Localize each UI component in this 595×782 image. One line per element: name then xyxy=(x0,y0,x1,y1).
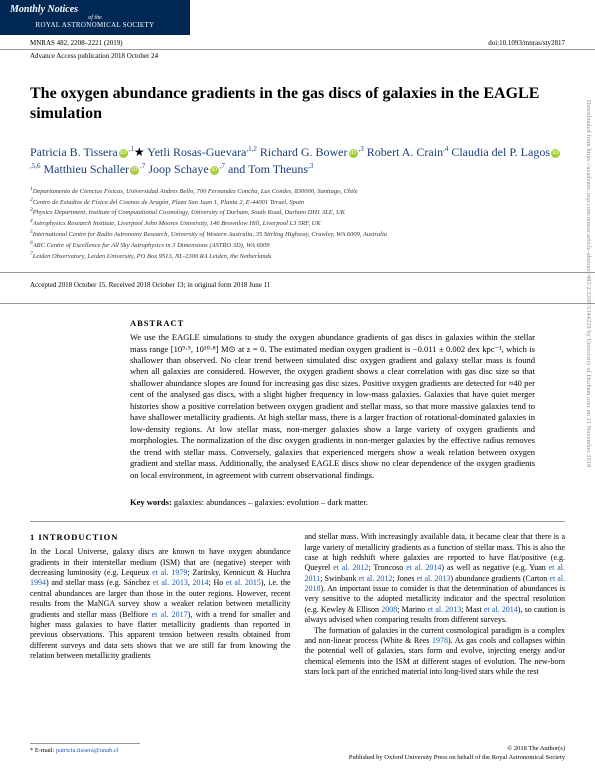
footer-copyright: © 2018 The Author(s) Published by Oxford… xyxy=(349,745,565,762)
publisher-line: Published by Oxford University Press on … xyxy=(349,754,565,762)
orcid-icon: iD xyxy=(130,166,139,175)
affiliation: 4Astrophysics Research Institute, Liverp… xyxy=(30,218,565,229)
affiliation: 5International Centre for Radio Astronom… xyxy=(30,229,565,240)
email-link[interactable]: patricia.tissera@unab.cl xyxy=(56,747,119,754)
paper-title: The oxygen abundance gradients in the ga… xyxy=(0,74,595,144)
author-list: Patricia B. TisseraiD,1★ Yetli Rosas-Gue… xyxy=(0,144,595,186)
author: Matthieu SchalleriD,7 xyxy=(44,162,149,176)
affiliation-list: 1Departamento de Ciencias Físicas, Unive… xyxy=(0,186,595,272)
orcid-icon: iD xyxy=(119,149,128,158)
journal-name: Monthly Notices xyxy=(10,4,78,15)
affiliation: 2Centro de Estudios de Física del Cosmos… xyxy=(30,197,565,208)
abstract-heading: ABSTRACT xyxy=(130,318,535,328)
corresponding-email: * E-mail: patricia.tissera@unab.cl xyxy=(30,743,140,754)
abstract: ABSTRACT We use the EAGLE simulations to… xyxy=(0,304,595,491)
orcid-icon: iD xyxy=(551,149,560,158)
email-label: * E-mail: xyxy=(30,747,54,754)
author: Patricia B. TisseraiD,1★ xyxy=(30,145,147,159)
intro-text-left: In the Local Universe, galaxy discs are … xyxy=(30,547,291,661)
column-left: 1 INTRODUCTION In the Local Universe, ga… xyxy=(30,532,291,677)
abstract-text: We use the EAGLE simulations to study th… xyxy=(130,332,535,481)
keywords: Key words: galaxies: abundances – galaxi… xyxy=(0,491,595,511)
author: Joop SchayeiD,7 and xyxy=(148,162,248,176)
keywords-label: Key words: xyxy=(130,497,172,507)
journal-society: ROYAL ASTRONOMICAL SOCIETY xyxy=(10,21,180,29)
affiliation: 7Leiden Observatory, Leiden University, … xyxy=(30,251,565,262)
intro-text-right: and stellar mass. With increasingly avai… xyxy=(305,532,566,677)
author: Robert A. Crain,4 xyxy=(367,145,452,159)
citation: MNRAS 482, 2208–2221 (2019) xyxy=(30,39,123,47)
keywords-text: galaxies: abundances – galaxies: evoluti… xyxy=(174,497,368,507)
affiliation: 3Physics Department, Institute of Comput… xyxy=(30,207,565,218)
author: Tom Theuns,3 xyxy=(248,162,313,176)
affiliation: 6ARC Centre of Excellence for All Sky As… xyxy=(30,240,565,251)
meta-row: MNRAS 482, 2208–2221 (2019) doi:10.1093/… xyxy=(0,35,595,50)
doi: doi:10.1093/mnras/sty2817 xyxy=(488,39,565,47)
author: Yetli Rosas-Guevara,1,2 xyxy=(147,145,260,159)
body-columns: 1 INTRODUCTION In the Local Universe, ga… xyxy=(0,522,595,677)
orcid-icon: iD xyxy=(210,166,219,175)
column-right: and stellar mass. With increasingly avai… xyxy=(305,532,566,677)
journal-header: Monthly Notices of the ROYAL ASTRONOMICA… xyxy=(0,0,190,35)
advance-date: Advance Access publication 2018 October … xyxy=(0,50,595,74)
author: Richard G. BoweriD,3 xyxy=(260,145,367,159)
download-meta: Downloaded from https://academic.oup.com… xyxy=(585,100,591,467)
affiliation: 1Departamento de Ciencias Físicas, Unive… xyxy=(30,186,565,197)
intro-heading: 1 INTRODUCTION xyxy=(30,532,291,543)
accepted-dates: Accepted 2018 October 15. Received 2018 … xyxy=(0,272,595,304)
orcid-icon: iD xyxy=(349,149,358,158)
copyright-line: © 2018 The Author(s) xyxy=(349,745,565,753)
